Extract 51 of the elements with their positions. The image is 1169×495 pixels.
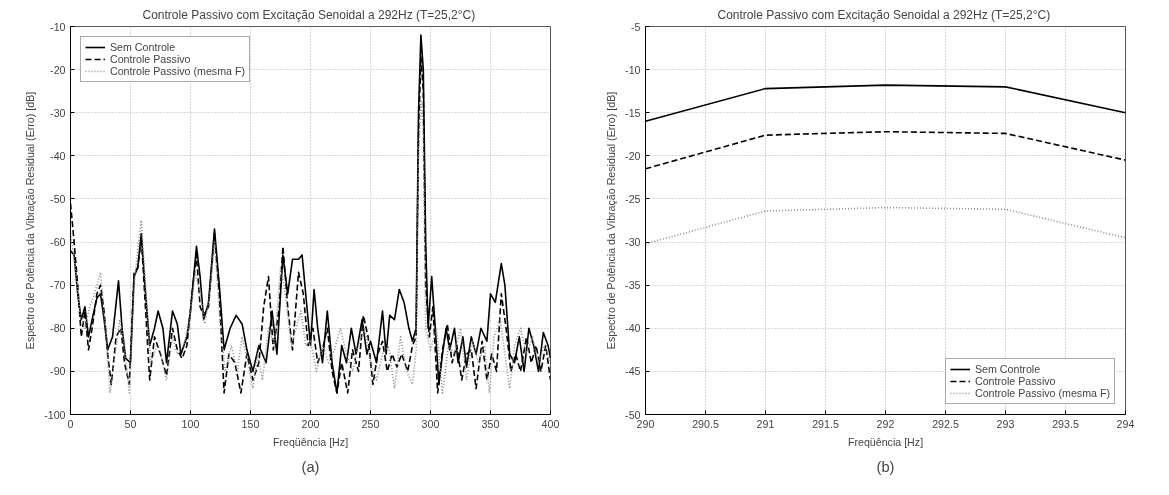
y-tick-label: -20 <box>50 63 66 76</box>
x-tick-label: 250 <box>361 417 380 430</box>
y-tick-label: -20 <box>625 149 641 162</box>
y-tick-label: -50 <box>625 408 641 421</box>
y-tick-label: -10 <box>50 20 66 33</box>
legend-label: Sem Controle <box>974 363 1041 375</box>
legend-label: Controle Passivo <box>110 53 191 65</box>
y-tick-label: -5 <box>631 20 641 33</box>
x-tick-label: 300 <box>421 417 440 430</box>
y-tick-label: -90 <box>50 365 66 378</box>
x-tick-label: 0 <box>67 417 74 430</box>
x-tick-label: 292 <box>876 417 895 430</box>
x-tick-label: 292.5 <box>932 417 959 430</box>
legend-label: Controle Passivo (mesma F) <box>974 387 1110 399</box>
y-tick-label: -50 <box>50 192 66 205</box>
y-tick-label: -45 <box>625 365 641 378</box>
y-tick-label: -100 <box>44 408 66 421</box>
y-tick-label: -30 <box>50 106 66 119</box>
x-tick-label: 100 <box>181 417 200 430</box>
y-tick-label: -10 <box>625 63 641 76</box>
y-axis-title: Espectro de Potência da Vibração Residual (Erro) [dB] <box>605 91 618 350</box>
x-tick-label: 350 <box>481 417 500 430</box>
x-axis-title: Freqüência [Hz] <box>847 435 924 448</box>
x-tick-label: 294 <box>1116 417 1135 430</box>
y-axis-title: Espectro de Potência da Vibração Residual (Erro) [dB] <box>24 91 37 350</box>
x-tick-label: 200 <box>301 417 320 430</box>
y-tick-label: -40 <box>625 322 641 335</box>
text: (a) <box>301 458 320 475</box>
chart-title: Controle Passivo com Excitação Senoidal a 292Hz (T=25,2°C) <box>142 7 476 22</box>
x-tick-label: 293 <box>996 417 1015 430</box>
y-tick-label: -35 <box>625 279 641 292</box>
legend-label: Controle Passivo (mesma F) <box>110 65 246 77</box>
text: (b) <box>876 458 895 475</box>
x-tick-label: 291.5 <box>812 417 839 430</box>
y-tick-label: -60 <box>50 236 66 249</box>
y-tick-label: -70 <box>50 279 66 292</box>
x-tick-label: 293.5 <box>1052 417 1079 430</box>
x-tick-label: 290.5 <box>692 417 719 430</box>
x-tick-label: 291 <box>756 417 775 430</box>
y-tick-label: -25 <box>625 192 641 205</box>
x-axis-title: Freqüência [Hz] <box>272 435 349 448</box>
y-tick-label: -40 <box>50 149 66 162</box>
legend-label: Controle Passivo <box>974 375 1056 387</box>
x-tick-label: 150 <box>241 417 260 430</box>
x-tick-label: 50 <box>124 417 137 430</box>
y-tick-label: -30 <box>625 236 641 249</box>
y-tick-label: -80 <box>50 322 66 335</box>
legend-label: Sem Controle <box>110 41 176 53</box>
chart-title: Controle Passivo com Excitação Senoidal a 292Hz (T=25,2°C) <box>717 7 1051 22</box>
x-tick-label: 400 <box>541 417 560 430</box>
y-tick-label: -15 <box>625 106 641 119</box>
